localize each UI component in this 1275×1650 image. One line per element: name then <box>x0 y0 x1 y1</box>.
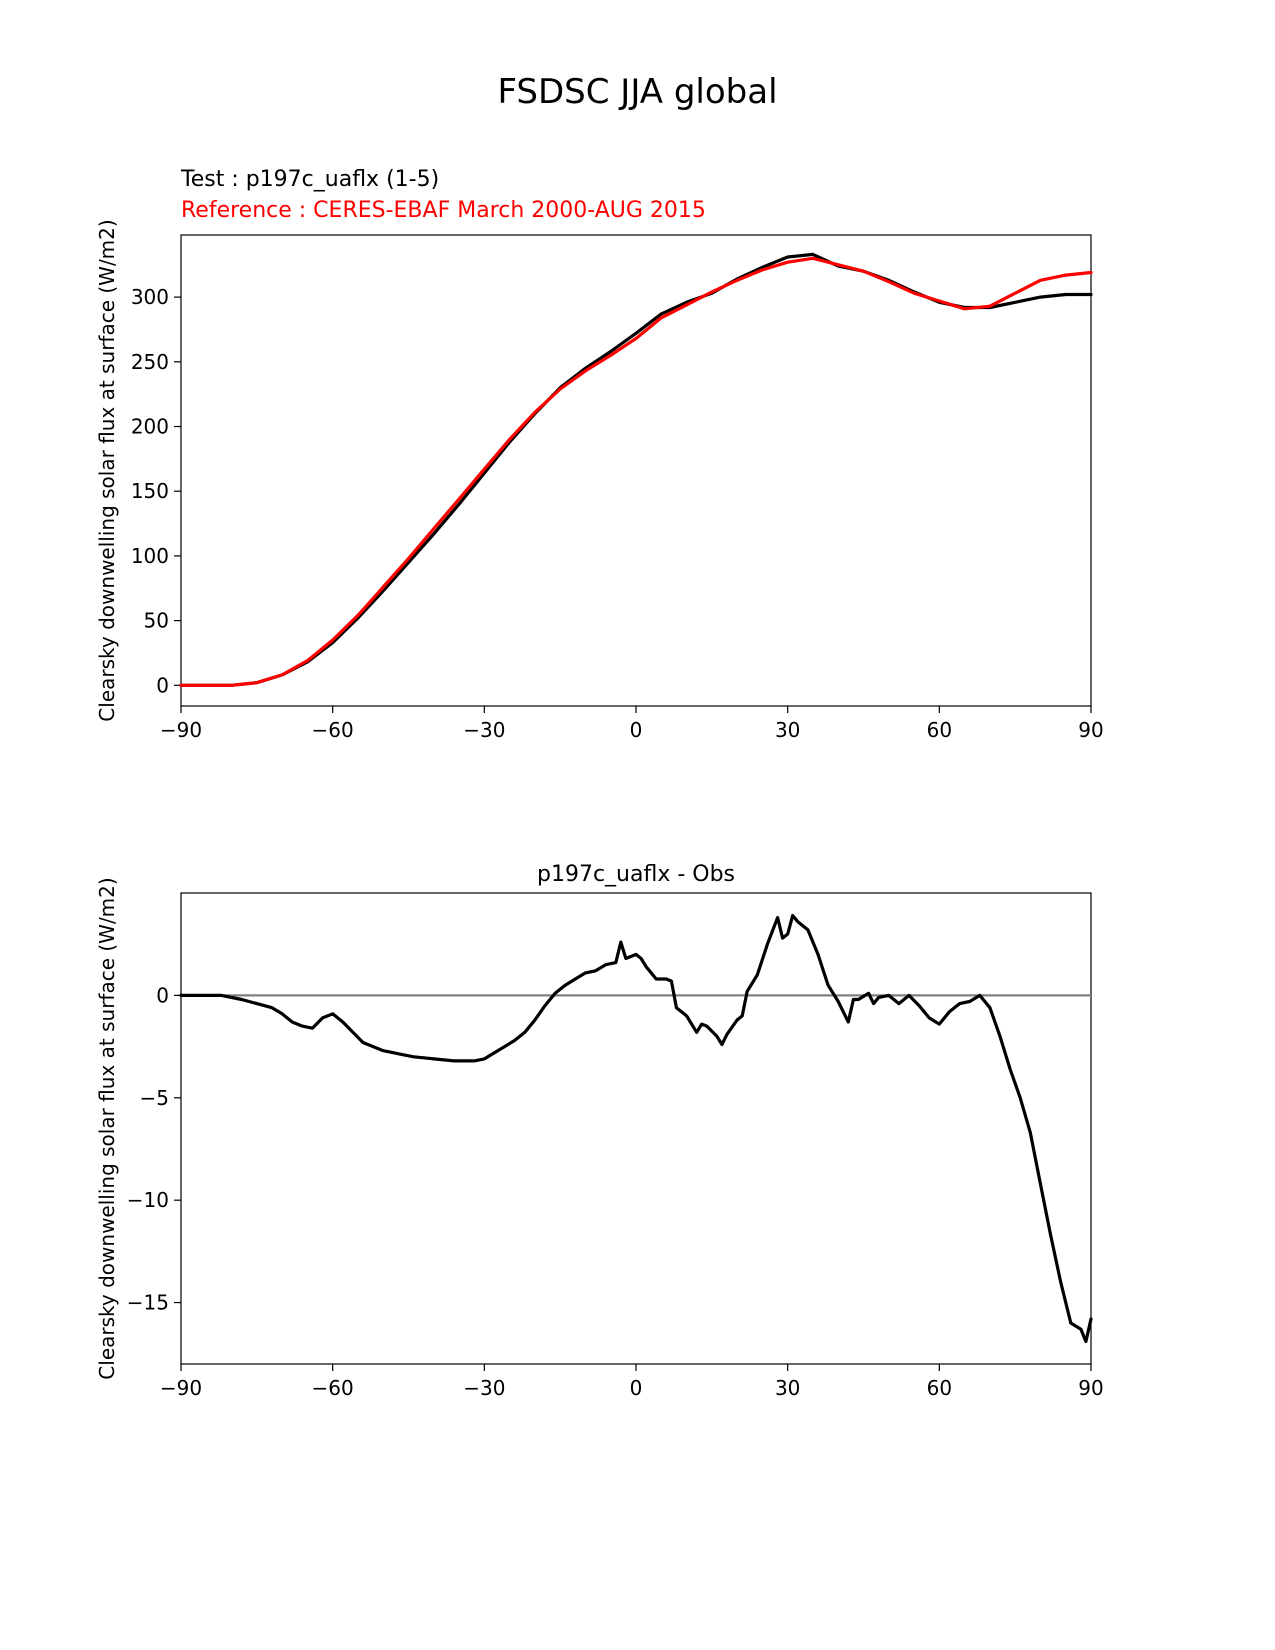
figure-title: FSDSC JJA global <box>497 72 778 112</box>
y-tick-label: 0 <box>156 983 169 1007</box>
y-axis-label: Clearsky downwelling solar flux at surfa… <box>95 219 119 721</box>
x-tick-label: −30 <box>463 718 505 742</box>
x-tick-label: −30 <box>463 1376 505 1400</box>
reference-label: Reference : CERES-EBAF March 2000-AUG 20… <box>181 198 706 223</box>
y-tick-label: 150 <box>131 479 169 503</box>
x-tick-label: 90 <box>1078 718 1103 742</box>
series-line-0 <box>179 252 1093 687</box>
x-tick-label: −60 <box>312 1376 354 1400</box>
series-line-0 <box>179 913 1093 1344</box>
panel-bottom-difference: −90 −60 −30 0 30 60 90 −15 −10 −5 0 Clearsky downwe… <box>95 862 1104 1400</box>
x-tick-label: −90 <box>160 1376 202 1400</box>
test-label: Test : p197c_uaflx (1-5) <box>181 167 440 192</box>
y-axis-label: Clearsky downwelling solar flux at surfa… <box>95 877 119 1379</box>
y-tick-label: 50 <box>144 609 169 633</box>
panel-top-flux: −90 −60 −30 0 30 60 90 0 50 100 150 200 250 300 Clears… <box>95 219 1104 742</box>
x-tick-label: 30 <box>775 1376 800 1400</box>
x-tick-label: 60 <box>927 718 952 742</box>
x-tick-label: 0 <box>630 718 643 742</box>
x-tick-label: 90 <box>1078 1376 1103 1400</box>
y-tick-label: −10 <box>127 1188 169 1212</box>
y-tick-label: 0 <box>156 673 169 697</box>
x-tick-label: 60 <box>927 1376 952 1400</box>
x-tick-label: 0 <box>630 1376 643 1400</box>
y-tick-label: −5 <box>140 1086 169 1110</box>
y-tick-label: 200 <box>131 415 169 439</box>
panel-title: p197c_uaflx - Obs <box>537 862 735 887</box>
x-tick-label: −90 <box>160 718 202 742</box>
x-tick-label: 30 <box>775 718 800 742</box>
series-line-1 <box>179 256 1093 687</box>
y-tick-label: −15 <box>127 1291 169 1315</box>
axes-frame <box>180 892 1092 1365</box>
y-tick-label: 100 <box>131 544 169 568</box>
y-tick-label: 250 <box>131 350 169 374</box>
y-tick-label: 300 <box>131 285 169 309</box>
x-tick-label: −60 <box>312 718 354 742</box>
